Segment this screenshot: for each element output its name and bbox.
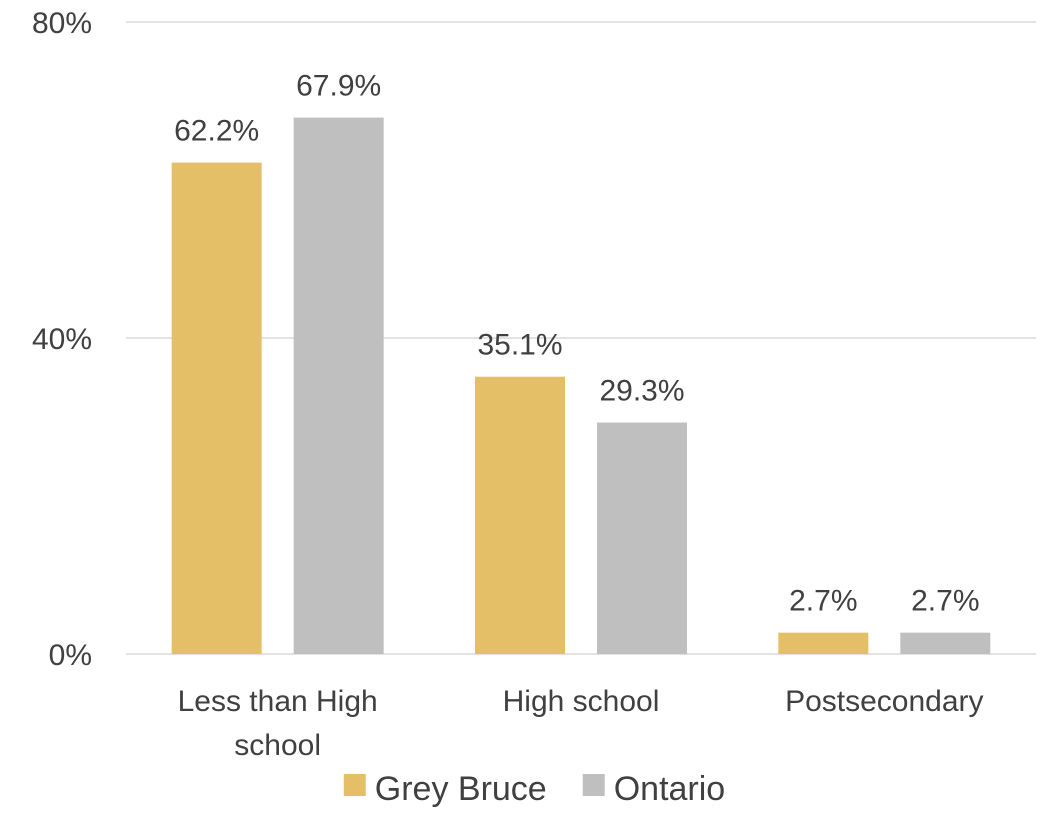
bar-grey-bruce: [171, 162, 262, 654]
category-label: Less than High school: [178, 685, 378, 762]
category-label: Postsecondary: [785, 685, 983, 718]
data-label: 29.3%: [599, 375, 684, 408]
legend-swatch: [582, 774, 605, 796]
category-label: High school: [503, 685, 660, 718]
y-tick-label: 0%: [49, 639, 92, 672]
legend: Grey Bruce Ontario: [343, 770, 726, 808]
data-label: 67.9%: [296, 70, 381, 103]
bar-grey-bruce: [778, 632, 869, 654]
legend-swatch: [343, 774, 366, 796]
y-tick-label: 40%: [32, 323, 92, 356]
x-axis-category-labels: Less than High school High school Postsecon…: [178, 685, 984, 762]
bar-ontario: [597, 422, 687, 654]
data-label: 2.7%: [789, 585, 857, 618]
data-label: 2.7%: [911, 585, 979, 618]
bar-ontario: [900, 632, 991, 654]
legend-label: Grey Bruce: [375, 770, 547, 808]
y-tick-label: 80%: [32, 7, 92, 40]
legend-item-grey-bruce: Grey Bruce: [343, 770, 547, 808]
data-label: 35.1%: [477, 329, 562, 362]
bars: [171, 117, 991, 655]
data-labels: 62.2% 67.9% 35.1% 29.3% 2.7% 2.7%: [174, 70, 979, 618]
gridlines: [126, 21, 1036, 655]
y-axis-tick-labels: 0% 40% 80%: [32, 7, 92, 672]
bar-ontario: [293, 117, 384, 655]
legend-item-ontario: Ontario: [582, 770, 726, 808]
data-label: 62.2%: [174, 115, 259, 148]
legend-label: Ontario: [614, 770, 726, 808]
bar-grey-bruce: [475, 376, 565, 654]
